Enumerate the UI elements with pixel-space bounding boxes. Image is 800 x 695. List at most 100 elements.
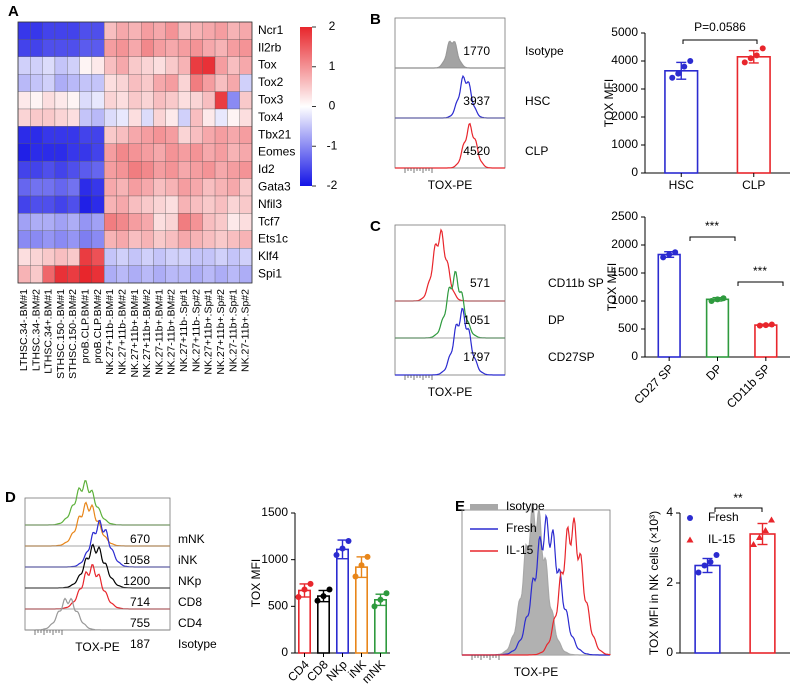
population-label: DP [548, 313, 565, 327]
column-label: STHSC.150-.BM#2 [67, 289, 79, 379]
heatmap-frame [17, 21, 253, 284]
y-tick-label: 500 [268, 599, 288, 613]
heatmap-cell [91, 126, 105, 144]
heatmap-cell [128, 195, 142, 214]
row-label: Tox2 [258, 75, 284, 89]
mfi-label: 187 [130, 637, 150, 651]
heatmap-cell [30, 21, 43, 40]
data-point [720, 295, 727, 302]
heatmap-cell [116, 248, 129, 266]
bar [335, 548, 349, 654]
heatmap-cell [239, 39, 253, 57]
heatmap-cell [165, 230, 179, 249]
heatmap-cell [227, 248, 240, 266]
x-tick-label: CLP [742, 178, 765, 192]
heatmap-cell [17, 213, 31, 231]
row-label: Gata3 [258, 179, 291, 193]
heatmap-cell [91, 143, 105, 162]
row-label: Tox [258, 58, 277, 72]
heatmap-cell [128, 108, 142, 127]
data-point [352, 573, 359, 580]
heatmap-cell [153, 91, 166, 110]
significance-label: ** [733, 491, 743, 505]
y-tick-label: 1500 [611, 265, 638, 279]
heatmap-cell [54, 143, 68, 162]
data-point [753, 52, 760, 59]
heatmap-cell [214, 74, 228, 92]
heatmap-cell [239, 91, 253, 110]
column-label: proB.CLP.BM#2 [92, 289, 104, 364]
heatmap-cell [141, 143, 154, 162]
mfi-label: 3937 [463, 94, 490, 108]
heatmap-cell [153, 195, 166, 214]
significance-bracket [714, 507, 763, 512]
heatmap-cell [17, 21, 31, 40]
colorbar [300, 27, 312, 186]
heatmap-cell [239, 126, 253, 144]
bar [749, 533, 776, 654]
heatmap-cell [141, 21, 154, 40]
heatmap-cell [202, 39, 216, 57]
heatmap-cell [17, 248, 31, 266]
heatmap-cell [67, 265, 80, 284]
heatmap-cell [190, 213, 203, 231]
row-label: Spi1 [258, 266, 282, 280]
column-label: NK.27+11b+.BM#2 [141, 289, 153, 378]
heatmap-cell [91, 21, 105, 40]
heatmap-cell [79, 21, 93, 40]
heatmap-cell [42, 39, 56, 57]
heatmap-cell [67, 74, 80, 92]
heatmap-cell [54, 248, 68, 266]
heatmap-cell [79, 56, 93, 75]
column-label: NK.27+11b+.Sp#2 [215, 289, 227, 375]
colorbar-tick-label: -1 [327, 138, 338, 152]
heatmap-cell [239, 143, 253, 162]
heatmap-cell [128, 230, 142, 249]
heatmap-cell [116, 56, 129, 75]
heatmap-cell [30, 39, 43, 57]
y-tick-label: 3000 [611, 81, 638, 95]
histogram-curve [395, 122, 505, 169]
heatmap-cell [128, 126, 142, 144]
heatmap-cell [214, 161, 228, 179]
heatmap-cell [54, 178, 68, 197]
significance-bracket [737, 281, 784, 286]
heatmap-cell [116, 143, 129, 162]
y-axis-label: TOX MFI in NK cells (×10³) [647, 511, 661, 655]
heatmap-cell [17, 230, 31, 249]
significance-label: *** [705, 219, 719, 233]
heatmap-cell [116, 39, 129, 57]
heatmap-cell [214, 213, 228, 231]
row-label: Tbx21 [258, 127, 292, 141]
row-label: Ets1c [258, 232, 288, 246]
heatmap-cell [214, 230, 228, 249]
heatmap-cell [30, 108, 43, 127]
row-label: Eomes [258, 145, 295, 159]
legend-marker [686, 536, 694, 543]
heatmap-cell [190, 265, 203, 284]
mfi-label: 1200 [123, 574, 150, 588]
heatmap-cell [91, 230, 105, 249]
heatmap-cell [214, 91, 228, 110]
mfi-label: 1051 [463, 313, 490, 327]
heatmap-cell [104, 74, 117, 92]
heatmap-cell [141, 56, 154, 75]
y-tick-label: 0 [281, 645, 288, 659]
column-label: NK.27-11b+.BM#2 [166, 289, 178, 375]
column-label: LTHSC.34+.BM#1 [43, 289, 55, 374]
colorbar-tick-label: 1 [329, 59, 336, 73]
data-point [320, 593, 327, 600]
y-tick-label: 2000 [611, 237, 638, 251]
data-point [675, 70, 682, 77]
heatmap-cell [153, 39, 166, 57]
heatmap-cell [227, 108, 240, 127]
data-point [756, 322, 763, 329]
heatmap-cell [153, 143, 166, 162]
error-bar [757, 522, 768, 546]
heatmap-cell [104, 56, 117, 75]
y-axis-label: TOX MFI [249, 559, 263, 607]
heatmap-cell [214, 248, 228, 266]
data-point [768, 516, 775, 523]
heatmap-cell [239, 265, 253, 284]
heatmap-cell [165, 91, 179, 110]
